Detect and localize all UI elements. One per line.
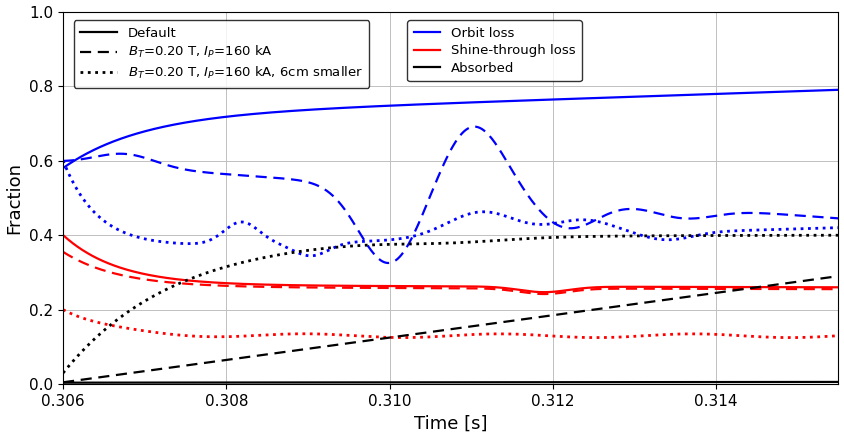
Y-axis label: Fraction: Fraction — [6, 162, 24, 234]
X-axis label: Time [s]: Time [s] — [414, 414, 488, 432]
Legend: Orbit loss, Shine-through loss, Absorbed: Orbit loss, Shine-through loss, Absorbed — [407, 20, 582, 81]
